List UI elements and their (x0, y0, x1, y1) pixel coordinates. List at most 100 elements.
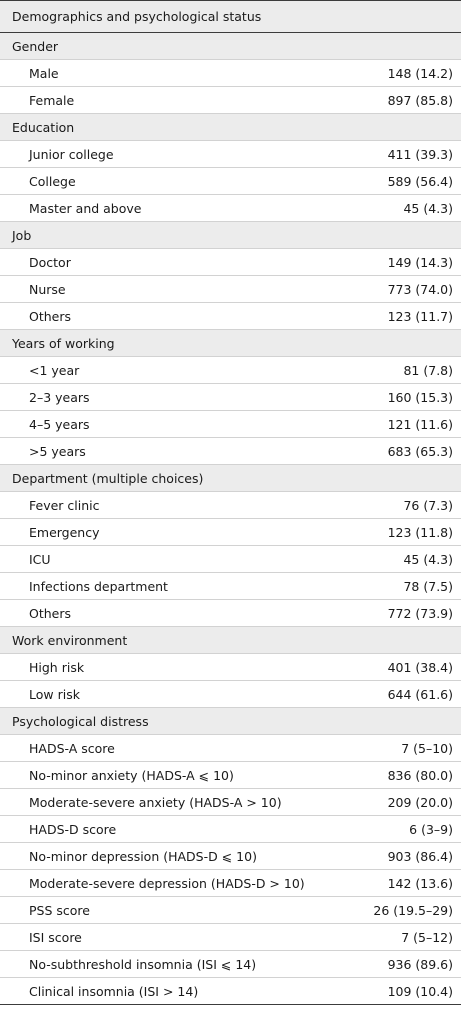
table-row: Fever clinic 76 (7.3) (0, 492, 461, 519)
row-label: HADS-D score (29, 821, 117, 837)
section-header: Department (multiple choices) (0, 465, 461, 492)
table-row: No-minor depression (HADS-D ⩽ 10) 903 (86… (0, 843, 461, 870)
table-row: Others 772 (73.9) (0, 600, 461, 627)
row-value: 7 (5–12) (401, 929, 453, 945)
row-value: 121 (11.6) (387, 416, 453, 432)
row-value: 773 (74.0) (387, 281, 453, 297)
section-header-label: Psychological distress (12, 713, 149, 729)
row-value: 45 (4.3) (403, 200, 453, 216)
row-label: Low risk (29, 686, 80, 702)
row-value: 836 (80.0) (387, 767, 453, 783)
section-header: Job (0, 222, 461, 249)
row-value: 78 (7.5) (403, 578, 453, 594)
row-value: 142 (13.6) (387, 875, 453, 891)
table-row: Moderate-severe anxiety (HADS-A > 10) 209… (0, 789, 461, 816)
row-value: 123 (11.7) (387, 308, 453, 324)
row-value: 109 (10.4) (387, 983, 453, 999)
row-label: Moderate-severe depression (HADS-D > 10) (29, 875, 305, 891)
section-header: Psychological distress (0, 708, 461, 735)
table-row: Doctor 149 (14.3) (0, 249, 461, 276)
row-label: 4–5 years (29, 416, 90, 432)
row-label: Junior college (29, 146, 114, 162)
row-value: 6 (3–9) (409, 821, 453, 837)
table-row: Clinical insomnia (ISI > 14) 109 (10.4) (0, 978, 461, 1005)
row-value: 81 (7.8) (403, 362, 453, 378)
table-row: No-minor anxiety (HADS-A ⩽ 10) 836 (80.0) (0, 762, 461, 789)
row-label: Emergency (29, 524, 100, 540)
table-row: Master and above 45 (4.3) (0, 195, 461, 222)
section-header-label: Work environment (12, 632, 128, 648)
table-row: HADS-A score 7 (5–10) (0, 735, 461, 762)
row-value: 45 (4.3) (403, 551, 453, 567)
section-header-label: Department (multiple choices) (12, 470, 204, 486)
row-label: No-subthreshold insomnia (ISI ⩽ 14) (29, 956, 257, 972)
row-value: 772 (73.9) (387, 605, 453, 621)
table-row: Low risk 644 (61.6) (0, 681, 461, 708)
table-row: ISI score 7 (5–12) (0, 924, 461, 951)
row-value: 936 (89.6) (387, 956, 453, 972)
table-row: >5 years 683 (65.3) (0, 438, 461, 465)
table-row: HADS-D score 6 (3–9) (0, 816, 461, 843)
section-header-label: Education (12, 119, 75, 135)
table-row: Female 897 (85.8) (0, 87, 461, 114)
row-label: Infections department (29, 578, 168, 594)
row-label: <1 year (29, 362, 80, 378)
row-label: ICU (29, 551, 51, 567)
table-row: Infections department 78 (7.5) (0, 573, 461, 600)
table-row: <1 year 81 (7.8) (0, 357, 461, 384)
row-label: Others (29, 605, 72, 621)
row-label: PSS score (29, 902, 90, 918)
row-value: 209 (20.0) (387, 794, 453, 810)
row-value: 7 (5–10) (401, 740, 453, 756)
row-value: 26 (19.5–29) (373, 902, 453, 918)
section-header-label: Years of working (12, 335, 115, 351)
section-header: Work environment (0, 627, 461, 654)
row-value: 401 (38.4) (387, 659, 453, 675)
row-label: No-minor anxiety (HADS-A ⩽ 10) (29, 767, 234, 783)
table-row: High risk 401 (38.4) (0, 654, 461, 681)
table-row: 4–5 years 121 (11.6) (0, 411, 461, 438)
row-label: HADS-A score (29, 740, 115, 756)
row-value: 903 (86.4) (387, 848, 453, 864)
table-row: Nurse 773 (74.0) (0, 276, 461, 303)
row-value: 123 (11.8) (387, 524, 453, 540)
row-label: Doctor (29, 254, 71, 270)
row-label: Female (29, 92, 75, 108)
row-value: 160 (15.3) (387, 389, 453, 405)
row-label: Moderate-severe anxiety (HADS-A > 10) (29, 794, 282, 810)
row-label: >5 years (29, 443, 86, 459)
row-label: ISI score (29, 929, 82, 945)
row-label: 2–3 years (29, 389, 90, 405)
table-row: College 589 (56.4) (0, 168, 461, 195)
row-value: 148 (14.2) (387, 65, 453, 81)
row-label: Others (29, 308, 72, 324)
section-header: Education (0, 114, 461, 141)
row-label: High risk (29, 659, 85, 675)
row-label: Clinical insomnia (ISI > 14) (29, 983, 199, 999)
section-header-label: Job (12, 227, 32, 243)
table-row: Male 148 (14.2) (0, 60, 461, 87)
table-row: No-subthreshold insomnia (ISI ⩽ 14) 936 (… (0, 951, 461, 978)
row-value: 76 (7.3) (403, 497, 453, 513)
row-label: College (29, 173, 76, 189)
table-row: 2–3 years 160 (15.3) (0, 384, 461, 411)
section-header-label: Gender (12, 38, 59, 54)
row-label: Male (29, 65, 59, 81)
table-row: ICU 45 (4.3) (0, 546, 461, 573)
row-value: 897 (85.8) (387, 92, 453, 108)
table-row: Others 123 (11.7) (0, 303, 461, 330)
row-label: Nurse (29, 281, 66, 297)
row-value: 589 (56.4) (387, 173, 453, 189)
table-row: Junior college 411 (39.3) (0, 141, 461, 168)
row-label: Master and above (29, 200, 142, 216)
table-row: PSS score 26 (19.5–29) (0, 897, 461, 924)
section-header: Years of working (0, 330, 461, 357)
row-value: 683 (65.3) (387, 443, 453, 459)
row-label: No-minor depression (HADS-D ⩽ 10) (29, 848, 257, 864)
row-value: 149 (14.3) (387, 254, 453, 270)
section-header: Gender (0, 33, 461, 60)
row-label: Fever clinic (29, 497, 100, 513)
row-value: 411 (39.3) (387, 146, 453, 162)
row-value: 644 (61.6) (387, 686, 453, 702)
